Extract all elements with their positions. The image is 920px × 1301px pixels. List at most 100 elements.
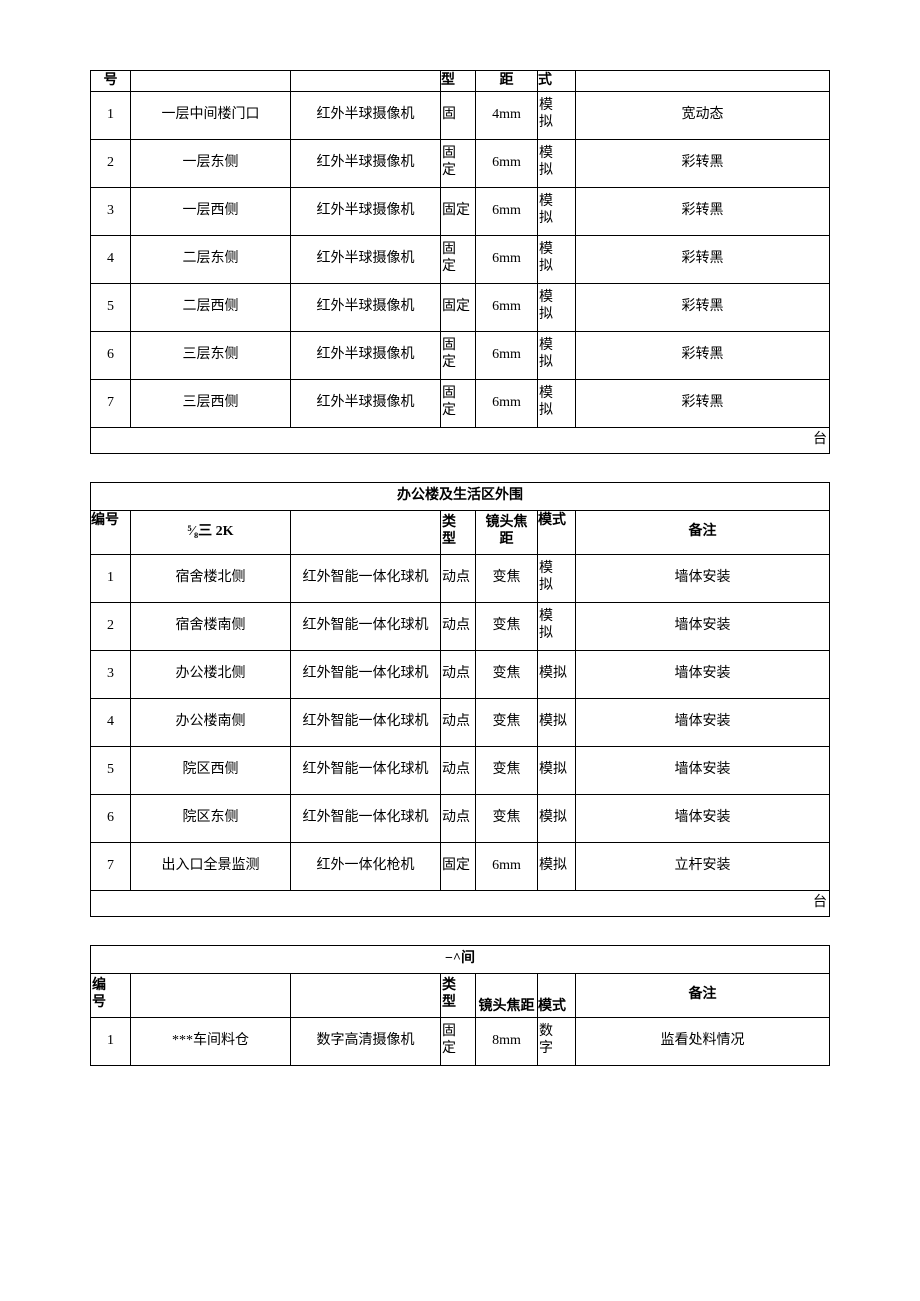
row-type: 动点 (441, 808, 475, 829)
row-mode: 模拟 (538, 96, 575, 134)
row-note: 墙体安装 (576, 758, 829, 782)
row-lens: 变焦 (476, 662, 537, 686)
row-loc: 院区西侧 (131, 758, 290, 782)
row-mode: 模拟 (538, 336, 575, 374)
t2-h7: 备注 (689, 524, 717, 539)
row-mode: 数字 (538, 1022, 575, 1060)
row-mode: 模拟 (538, 607, 575, 645)
t2-h5b: 距 (500, 532, 514, 549)
row-lens: 变焦 (476, 614, 537, 638)
table-row: 1一层中间楼门口红外半球摄像机固4mm模拟宽动态 (91, 91, 830, 139)
table-row: 6三层东侧红外半球摄像机固定6mm模拟彩转黑 (91, 331, 830, 379)
t1-h1: 号 (104, 73, 118, 88)
row-mode: 模拟 (538, 808, 575, 829)
row-device: 红外半球摄像机 (291, 295, 440, 319)
row-type: 动点 (441, 710, 475, 734)
row-note: 墙体安装 (576, 806, 829, 830)
table-row: 5院区西侧红外智能一体化球机动点变焦模拟墙体安装 (91, 746, 830, 794)
row-num: 4 (91, 247, 130, 271)
row-type: 固定 (441, 856, 475, 877)
row-device: 红外半球摄像机 (291, 151, 440, 175)
row-num: 4 (91, 710, 130, 734)
row-num: 5 (91, 295, 130, 319)
t3-h1a: 编 (92, 978, 106, 995)
t3-h6: 模式 (538, 999, 566, 1014)
t3-h1b: 号 (92, 995, 106, 1012)
row-lens: 变焦 (476, 758, 537, 782)
row-type: 动点 (441, 614, 475, 638)
row-num: 1 (91, 566, 130, 590)
table-row: 1宿舍楼北侧红外智能一体化球机动点变焦模拟墙体安装 (91, 554, 830, 602)
row-note: 彩转黑 (576, 343, 829, 367)
table-row: 5二层西侧红外半球摄像机固定6mm模拟彩转黑 (91, 283, 830, 331)
row-lens: 6mm (476, 295, 537, 319)
row-num: 3 (91, 199, 130, 223)
row-mode: 模拟 (538, 192, 575, 230)
table-row: 7三层西侧红外半球摄像机固定6mm模拟彩转黑 (91, 379, 830, 427)
table-row: 7出入口全景监测红外一体化枪机固定6mm模拟立杆安装 (91, 842, 830, 890)
row-mode: 模拟 (538, 240, 575, 278)
table-2: 办公楼及生活区外围 编号 ⁵⁄₈三 2K 类型 镜头焦距 模式 备注 1宿舍楼北… (90, 482, 830, 917)
row-loc: 二层西侧 (131, 295, 290, 319)
row-note: 彩转黑 (576, 151, 829, 175)
t1-h4: 型 (441, 73, 455, 88)
row-num: 7 (91, 854, 130, 878)
row-note: 墙体安装 (576, 662, 829, 686)
row-mode: 模拟 (538, 710, 575, 734)
row-num: 5 (91, 758, 130, 782)
t3-title: −^间 (445, 951, 475, 966)
table-row: 6院区东侧红外智能一体化球机动点变焦模拟墙体安装 (91, 794, 830, 842)
row-type: 固定 (441, 384, 475, 422)
row-note: 立杆安装 (576, 854, 829, 878)
t2-title: 办公楼及生活区外围 (397, 488, 523, 503)
row-type: 固定 (441, 1022, 475, 1060)
row-device: 红外半球摄像机 (291, 391, 440, 415)
row-device: 红外智能一体化球机 (291, 758, 440, 782)
t3-h4a: 类 (442, 978, 456, 995)
t3-h4b: 型 (442, 995, 456, 1012)
row-type: 固 (441, 105, 475, 126)
table-2-footer: 台 (91, 890, 830, 916)
table-2-header-row: 编号 ⁵⁄₈三 2K 类型 镜头焦距 模式 备注 (91, 510, 830, 554)
row-note: 彩转黑 (576, 391, 829, 415)
row-lens: 变焦 (476, 566, 537, 590)
t2-footer-text: 台 (813, 895, 827, 910)
row-note: 监看处料情况 (576, 1029, 829, 1053)
row-device: 数字高清摄像机 (291, 1029, 440, 1053)
table-row: 3办公楼北侧红外智能一体化球机动点变焦模拟墙体安装 (91, 650, 830, 698)
table-row: 4二层东侧红外半球摄像机固定6mm模拟彩转黑 (91, 235, 830, 283)
row-note: 墙体安装 (576, 710, 829, 734)
row-type: 动点 (441, 760, 475, 781)
row-lens: 6mm (476, 247, 537, 271)
row-note: 墙体安装 (576, 614, 829, 638)
t2-h4a: 类 (442, 515, 456, 532)
row-num: 2 (91, 614, 130, 638)
row-device: 红外智能一体化球机 (291, 566, 440, 590)
row-device: 红外智能一体化球机 (291, 614, 440, 638)
row-note: 彩转黑 (576, 199, 829, 223)
t3-h7: 备注 (689, 987, 717, 1002)
table-3-title-row: −^间 (91, 945, 830, 973)
row-loc: 三层西侧 (131, 391, 290, 415)
row-loc: 一层西侧 (131, 199, 290, 223)
t3-h5: 镜头焦距 (479, 999, 535, 1014)
table-row: 2一层东侧红外半球摄像机固定6mm模拟彩转黑 (91, 139, 830, 187)
row-loc: 二层东侧 (131, 247, 290, 271)
t2-h6: 模式 (538, 513, 566, 528)
row-num: 7 (91, 391, 130, 415)
table-row: 3一层西侧红外半球摄像机固定6mm模拟彩转黑 (91, 187, 830, 235)
row-note: 彩转黑 (576, 247, 829, 271)
row-mode: 模拟 (538, 288, 575, 326)
row-mode: 模拟 (538, 662, 575, 686)
row-type: 固定 (441, 240, 475, 278)
table-row: 2宿舍楼南侧红外智能一体化球机动点变焦模拟墙体安装 (91, 602, 830, 650)
row-lens: 8mm (476, 1029, 537, 1053)
t1-footer-text: 台 (813, 432, 827, 447)
row-lens: 变焦 (476, 710, 537, 734)
table-row: 1***车间料仓数字高清摄像机固定8mm数字监看处料情况 (91, 1017, 830, 1065)
row-type: 动点 (441, 662, 475, 686)
row-type: 固定 (441, 295, 475, 319)
row-num: 6 (91, 343, 130, 367)
t1-h5: 距 (500, 73, 514, 88)
row-loc: 办公楼北侧 (131, 662, 290, 686)
